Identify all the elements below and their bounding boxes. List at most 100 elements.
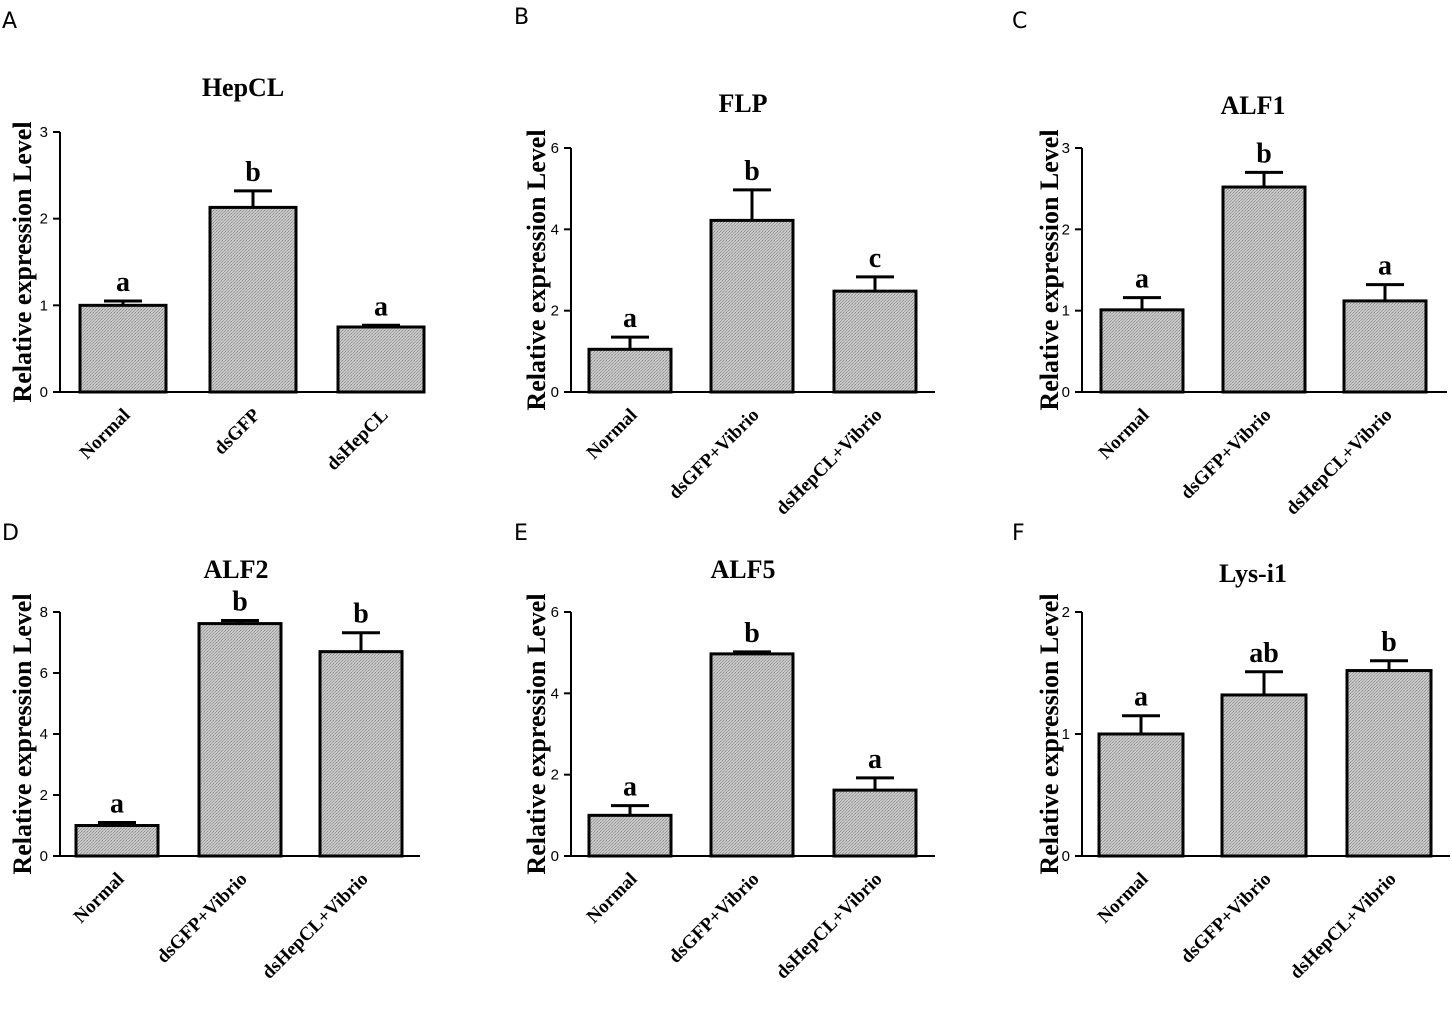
significance-label: b [744,156,760,187]
bar [318,650,404,858]
significance-label: a [623,303,637,334]
category-label: Normal [1094,869,1153,928]
significance-label: a [623,772,637,803]
bar [1220,693,1308,858]
y-axis-label: Relative expression Level [8,593,37,874]
bar [1099,308,1185,394]
y-axis-label: Relative expression Level [8,121,37,402]
bar [709,218,795,394]
significance-label: c [869,243,881,274]
category-label: dsHepCL [322,405,392,475]
y-tick-label: 2 [40,787,48,804]
y-tick-label: 0 [551,848,559,865]
y-tick-label: 4 [551,221,559,238]
y-tick-label: 4 [551,685,559,702]
category-label: Normal [70,869,129,928]
category-label: dsGFP+Vibrio [665,869,764,968]
y-tick-label: 2 [551,767,559,784]
chart-panel-d: D ALF2 Relative expression Level 0 2 4 6 8 a Norm… [2,521,420,983]
chart-panel-e: E ALF5 Relative expression Level 0 2 4 6 a Norma… [514,521,935,983]
category-label: dsHepCL+Vibrio [772,405,887,520]
category-label: Normal [583,405,642,464]
chart-title: ALF2 [204,555,269,584]
y-tick-label: 0 [1062,848,1070,865]
bar [78,303,168,394]
chart-title: ALF1 [1221,91,1286,120]
y-tick-label: 2 [40,211,48,228]
chart-title: HepCL [202,73,284,102]
y-tick-label: 6 [551,604,559,621]
category-label: dsHepCL+Vibrio [258,869,373,984]
significance-label: b [744,618,760,649]
bar [1097,732,1185,858]
significance-label: a [116,267,130,298]
y-axis-label: Relative expression Level [522,593,551,874]
y-tick-label: 3 [1062,140,1070,157]
category-label: dsGFP+Vibrio [665,405,764,504]
panel-letter: E [514,521,528,546]
significance-label: b [1256,138,1272,169]
y-tick-label: 2 [551,303,559,320]
bar [1345,669,1433,858]
category-label: dsGFP+Vibrio [1177,405,1276,504]
y-tick-label: 3 [40,124,48,141]
bar [1221,185,1307,394]
significance-label: ab [1249,638,1279,669]
bar [74,824,160,858]
y-tick-label: 0 [1062,384,1070,401]
y-tick-label: 1 [1062,726,1070,743]
significance-label: a [1135,264,1149,295]
y-tick-label: 0 [40,848,48,865]
significance-label: a [1134,682,1148,713]
y-tick-label: 2 [1062,221,1070,238]
significance-label: a [868,744,882,775]
bar [832,788,918,858]
significance-label: b [232,587,248,618]
panel-letter: C [1012,9,1027,34]
y-tick-label: 4 [40,726,48,743]
significance-label: a [1378,251,1392,282]
panel-letter: B [514,5,529,30]
bar [587,347,673,394]
y-axis-label: Relative expression Level [1035,593,1064,874]
category-label: dsHepCL+Vibrio [1286,869,1401,984]
panel-letter: D [2,521,19,546]
category-label: dsGFP+Vibrio [1177,869,1276,968]
y-axis-label: Relative expression Level [522,129,551,410]
chart-title: Lys-i1 [1219,559,1287,588]
category-label: Normal [583,869,642,928]
category-label: dsHepCL+Vibrio [772,869,887,984]
y-tick-label: 2 [1062,604,1070,621]
bar [709,652,795,858]
y-tick-label: 1 [40,297,48,314]
category-label: dsGFP [210,404,265,459]
y-tick-label: 6 [551,140,559,157]
panel-letter: F [1012,521,1025,546]
category-label: dsGFP+Vibrio [153,869,252,968]
bar [1342,299,1428,394]
bar [832,289,918,394]
y-tick-label: 1 [1062,303,1070,320]
bar [197,622,283,858]
bar [587,813,673,858]
category-label: dsHepCL+Vibrio [1282,405,1397,520]
y-tick-label: 8 [40,604,48,621]
significance-label: b [1381,627,1397,658]
significance-label: a [110,788,124,819]
y-axis-label: Relative expression Level [1035,129,1064,410]
y-tick-label: 0 [551,384,559,401]
bar [336,325,426,394]
significance-label: a [374,291,388,322]
chart-panel-b: B FLP Relative expression Level 0 2 4 6 a Normal… [514,5,935,519]
bar [208,205,298,394]
chart-panel-a: A HepCL Relative expression Level 0 1 2 3 a Norm… [2,9,426,475]
y-tick-label: 6 [40,665,48,682]
chart-title: FLP [718,89,767,118]
chart-title: ALF5 [711,555,776,584]
y-tick-label: 0 [40,384,48,401]
category-label: Normal [1095,405,1154,464]
panel-letter: A [2,9,17,34]
